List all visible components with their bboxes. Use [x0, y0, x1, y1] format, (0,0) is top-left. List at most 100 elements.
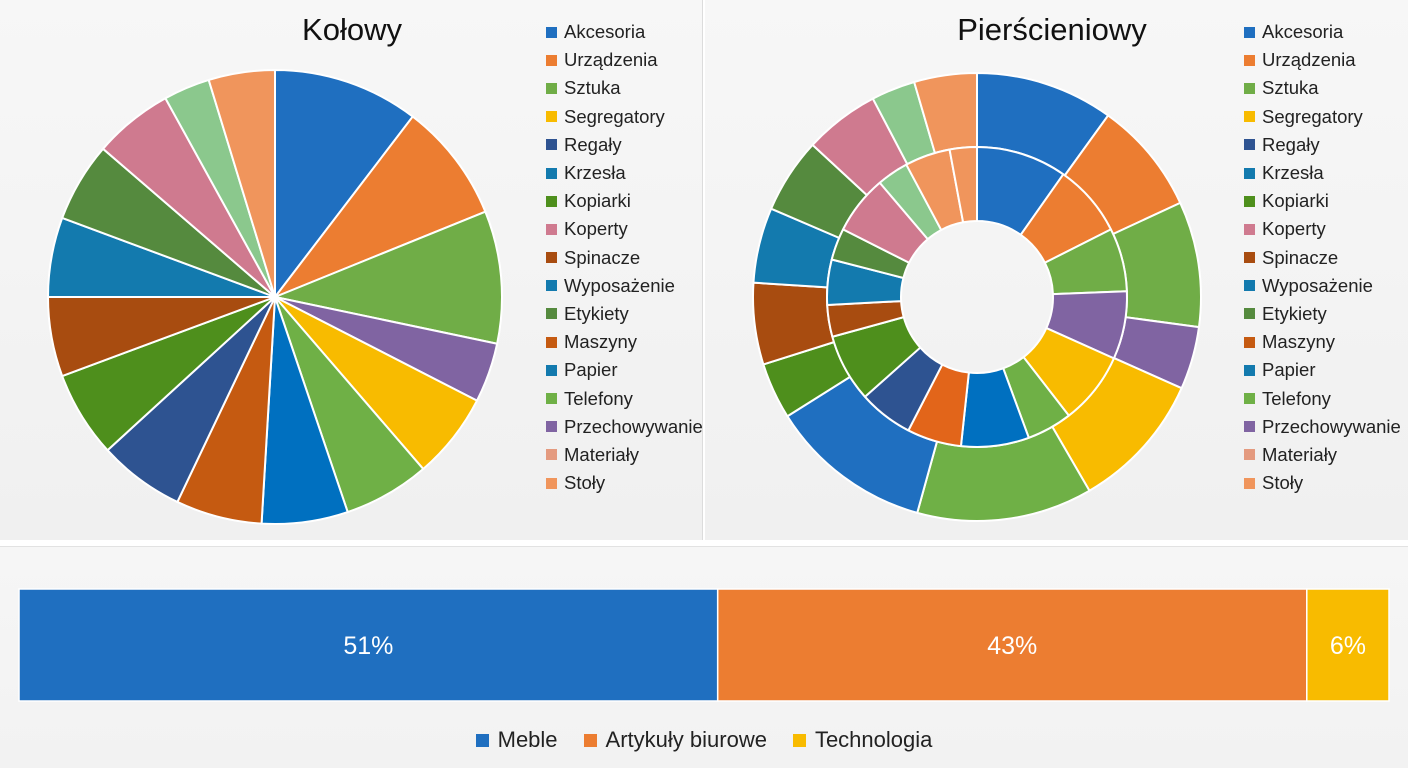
legend-label: Papier	[1262, 359, 1316, 381]
stacked-bar-legend: Meble Artykuły biurowe Technologia	[0, 727, 1408, 753]
legend-label: Wyposażenie	[564, 274, 675, 296]
legend-swatch	[1244, 252, 1255, 264]
legend-label: Meble	[497, 727, 558, 752]
legend-swatch	[546, 449, 557, 461]
pie-legend-item-spinacze: Spinacze	[546, 244, 703, 272]
legend-swatch	[546, 26, 557, 38]
bar-segment-artykuly-biurowe	[716, 588, 1308, 702]
legend-swatch	[792, 733, 806, 747]
pie-legend-item-papier: Papier	[546, 356, 703, 384]
legend-swatch	[1244, 82, 1255, 94]
legend-swatch	[1244, 421, 1255, 433]
legend-label: Koperty	[1262, 218, 1326, 240]
donut-inner-slice-stoly	[948, 146, 978, 224]
legend-label: Kopiarki	[564, 190, 631, 212]
legend-label: Segregatory	[564, 105, 665, 127]
legend-label: Spinacze	[564, 246, 641, 268]
legend-swatch	[546, 477, 557, 489]
legend-swatch	[546, 167, 557, 179]
legend-swatch	[546, 223, 557, 235]
donut-chart-panel: Pierścieniowy Akcesoria Urządzenia Sztuka S…	[705, 0, 1408, 540]
legend-label: Materiały	[564, 443, 640, 465]
donut-chart-legend: Akcesoria Urządzenia Sztuka Segregatory Rega…	[1244, 18, 1401, 497]
donut-legend-item-segregatory: Segregatory	[1244, 103, 1401, 131]
legend-label: Przechowywanie	[564, 415, 703, 437]
legend-label: Urządzenia	[564, 49, 658, 71]
bar-legend-item-meble: Meble	[475, 727, 558, 753]
legend-swatch	[546, 280, 557, 292]
legend-swatch	[546, 421, 557, 433]
legend-swatch	[1244, 223, 1255, 235]
donut-legend-item-przechowywanie: Przechowywanie	[1244, 413, 1401, 441]
donut-chart	[752, 72, 1202, 522]
legend-label: Krzesła	[1262, 162, 1324, 184]
donut-legend-item-sztuka: Sztuka	[1244, 74, 1401, 102]
legend-swatch	[1244, 195, 1255, 207]
legend-label: Krzesła	[564, 162, 626, 184]
legend-swatch	[1244, 26, 1255, 38]
pie-chart-legend: Akcesoria Urządzenia Sztuka Segregatory Rega…	[546, 18, 703, 497]
legend-label: Stoły	[564, 472, 606, 494]
legend-swatch	[1244, 139, 1255, 151]
legend-swatch	[1244, 54, 1255, 66]
bar-data-label-technologia: 6%	[1330, 632, 1366, 660]
legend-swatch	[546, 336, 557, 348]
donut-legend-item-urzadzenia: Urządzenia	[1244, 46, 1401, 74]
legend-label: Papier	[564, 359, 618, 381]
legend-swatch	[546, 308, 557, 320]
legend-swatch	[1244, 449, 1255, 461]
legend-swatch	[546, 111, 557, 123]
legend-label: Maszyny	[564, 331, 637, 353]
donut-legend-item-papier: Papier	[1244, 356, 1401, 384]
pie-slice-stoly	[207, 69, 276, 298]
pie-slice-sztuka	[274, 210, 503, 345]
legend-swatch	[546, 252, 557, 264]
pie-legend-item-koperty: Koperty	[546, 215, 703, 243]
pie-legend-item-przechowywanie: Przechowywanie	[546, 413, 703, 441]
pie-chart	[47, 69, 503, 525]
legend-label: Sztuka	[564, 77, 621, 99]
legend-swatch	[1244, 336, 1255, 348]
pie-legend-item-segregatory: Segregatory	[546, 103, 703, 131]
donut-chart-title: Pierścieniowy	[957, 12, 1147, 47]
donut-legend-item-koperty: Koperty	[1244, 215, 1401, 243]
legend-swatch	[583, 733, 597, 747]
legend-label: Telefony	[564, 387, 633, 409]
legend-swatch	[1244, 364, 1255, 376]
donut-legend-item-telefony: Telefony	[1244, 384, 1401, 412]
legend-label: Kopiarki	[1262, 190, 1329, 212]
legend-label: Telefony	[1262, 387, 1331, 409]
legend-label: Urządzenia	[1262, 49, 1356, 71]
legend-label: Regały	[1262, 133, 1320, 155]
pie-legend-item-krzesla: Krzesła	[546, 159, 703, 187]
legend-swatch	[1244, 308, 1255, 320]
legend-label: Wyposażenie	[1262, 274, 1373, 296]
pie-legend-item-maszyny: Maszyny	[546, 328, 703, 356]
legend-swatch	[1244, 167, 1255, 179]
legend-label: Stoły	[1262, 472, 1304, 494]
legend-label: Regały	[564, 133, 622, 155]
bar-legend-item-technologia: Technologia	[792, 727, 933, 753]
legend-label: Technologia	[814, 727, 933, 752]
legend-label: Artykuły biurowe	[605, 727, 767, 752]
donut-legend-item-kopiarki: Kopiarki	[1244, 187, 1401, 215]
donut-legend-item-materialy: Materiały	[1244, 441, 1401, 469]
legend-swatch	[546, 54, 557, 66]
bar-data-label-meble: 51%	[343, 632, 393, 660]
pie-legend-item-wyposazenie: Wyposażenie	[546, 272, 703, 300]
donut-legend-item-stoly: Stoły	[1244, 469, 1401, 497]
legend-label: Etykiety	[1262, 302, 1327, 324]
legend-label: Etykiety	[564, 302, 629, 324]
legend-label: Przechowywanie	[1262, 415, 1401, 437]
donut-legend-item-krzesla: Krzesła	[1244, 159, 1401, 187]
pie-legend-item-akcesoria: Akcesoria	[546, 18, 703, 46]
legend-swatch	[1244, 111, 1255, 123]
legend-label: Maszyny	[1262, 331, 1335, 353]
bar-data-label-artykuly-biurowe: 43%	[987, 632, 1037, 660]
pie-legend-item-kopiarki: Kopiarki	[546, 187, 703, 215]
bar-segment-technologia	[1306, 588, 1390, 702]
legend-swatch	[1244, 393, 1255, 405]
legend-label: Materiały	[1262, 443, 1338, 465]
donut-legend-item-maszyny: Maszyny	[1244, 328, 1401, 356]
pie-legend-item-stoly: Stoły	[546, 469, 703, 497]
